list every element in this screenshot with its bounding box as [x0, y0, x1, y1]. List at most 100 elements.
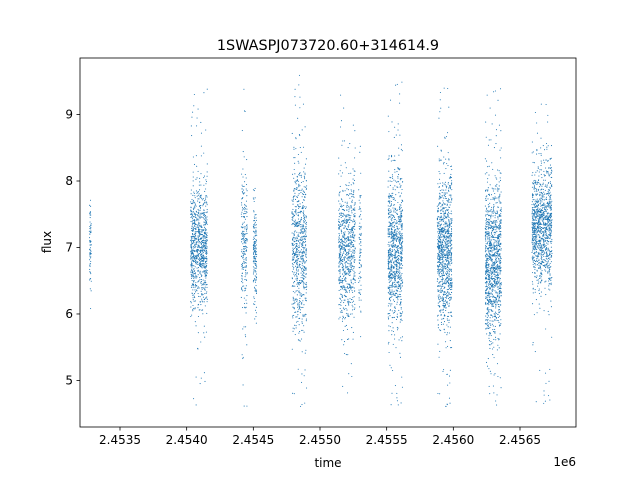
data-point	[302, 180, 304, 183]
data-point	[344, 325, 346, 327]
data-point	[246, 228, 248, 231]
data-point	[353, 179, 356, 181]
data-point	[395, 275, 397, 277]
data-point	[255, 224, 257, 226]
data-point	[449, 233, 451, 235]
data-point	[305, 261, 307, 263]
data-point	[255, 227, 257, 229]
data-point	[202, 255, 204, 257]
data-point	[352, 240, 354, 242]
data-point	[401, 200, 404, 202]
data-point	[394, 155, 396, 157]
data-point	[245, 233, 247, 235]
data-point	[253, 262, 255, 264]
data-point	[451, 213, 453, 215]
data-point	[190, 261, 192, 263]
data-point	[445, 192, 447, 194]
data-point	[441, 212, 443, 214]
data-point	[305, 313, 307, 315]
data-point	[447, 264, 449, 267]
data-point	[347, 254, 349, 256]
data-point	[448, 206, 450, 208]
data-point	[293, 271, 295, 273]
data-point	[400, 215, 402, 217]
data-point	[440, 255, 442, 257]
data-point	[204, 237, 206, 239]
data-point	[89, 272, 91, 274]
data-point	[244, 278, 246, 281]
data-point	[392, 369, 394, 372]
data-point	[351, 241, 353, 243]
data-point	[197, 237, 199, 239]
data-point	[203, 271, 205, 273]
data-point	[446, 261, 448, 263]
data-point	[437, 304, 439, 307]
data-point	[389, 223, 391, 225]
data-point	[345, 254, 347, 256]
data-point	[201, 249, 203, 251]
data-point	[204, 211, 206, 213]
data-point	[201, 226, 203, 229]
data-point	[360, 195, 362, 197]
data-point	[200, 283, 202, 285]
data-point	[339, 263, 341, 265]
data-point	[195, 277, 197, 279]
data-point	[245, 312, 247, 314]
data-point	[206, 171, 208, 173]
data-point	[339, 303, 341, 306]
data-point	[450, 255, 452, 257]
data-point	[341, 232, 343, 234]
data-point	[199, 189, 201, 191]
data-point	[445, 347, 447, 349]
data-point	[440, 225, 442, 227]
data-point	[359, 280, 361, 282]
data-point	[252, 225, 254, 227]
data-point	[204, 280, 206, 282]
data-point	[400, 303, 402, 305]
data-point	[338, 253, 340, 255]
data-point	[445, 279, 447, 281]
data-point	[445, 207, 447, 209]
data-point	[448, 220, 450, 222]
data-point	[358, 299, 360, 301]
data-point	[346, 221, 348, 223]
data-point	[347, 218, 349, 220]
data-point	[196, 231, 198, 233]
data-point	[444, 239, 447, 241]
data-point	[441, 270, 443, 272]
data-point	[438, 171, 440, 173]
data-point	[304, 283, 306, 285]
data-point	[353, 231, 355, 233]
data-point	[448, 250, 450, 252]
data-point	[401, 209, 404, 211]
data-point	[190, 315, 192, 318]
data-point	[444, 305, 446, 307]
data-point	[446, 303, 448, 305]
data-point	[204, 273, 206, 275]
data-point	[389, 309, 391, 312]
data-point	[201, 241, 203, 243]
data-point	[443, 183, 445, 185]
data-point	[449, 212, 451, 215]
data-point	[242, 222, 244, 224]
data-point	[244, 203, 246, 205]
data-point	[293, 190, 295, 192]
data-point	[443, 220, 445, 222]
data-point	[255, 219, 258, 221]
data-point	[390, 237, 392, 239]
data-point	[353, 252, 355, 255]
data-point	[446, 252, 448, 254]
data-point	[195, 155, 197, 157]
data-point	[305, 180, 307, 182]
data-point	[350, 235, 352, 237]
data-point	[350, 286, 352, 288]
data-point	[194, 233, 196, 235]
data-point	[190, 244, 192, 246]
data-point	[438, 241, 440, 243]
data-point	[391, 245, 393, 247]
data-point	[295, 210, 297, 212]
data-point	[346, 245, 348, 247]
data-point	[500, 213, 502, 215]
data-point	[345, 205, 347, 207]
data-point	[446, 289, 448, 291]
